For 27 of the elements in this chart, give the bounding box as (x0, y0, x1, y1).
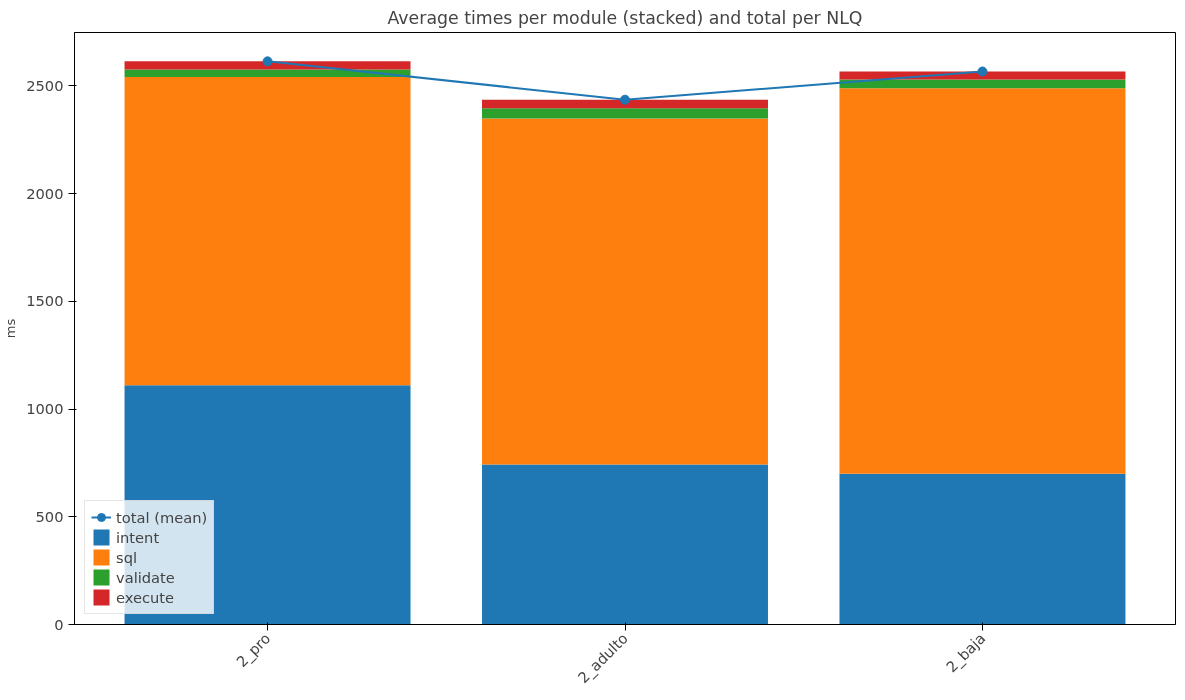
legend-label: validate (116, 568, 175, 586)
bar (482, 118, 768, 465)
legend-label: intent (116, 528, 160, 546)
chart-title: Average times per module (stacked) and total per NLQ (387, 7, 863, 28)
bar (482, 464, 768, 625)
y-axis-title: ms (3, 318, 19, 339)
y-tick-label: 1000 (26, 400, 64, 418)
bar (124, 61, 411, 70)
bar (482, 108, 768, 119)
legend-label: total (mean) (116, 508, 208, 526)
y-tick-label: 2000 (26, 184, 64, 202)
bar (124, 76, 411, 386)
bar (839, 79, 1126, 89)
bar (124, 69, 411, 77)
point (620, 94, 630, 105)
bar (839, 71, 1126, 80)
bar (482, 99, 768, 109)
bar (839, 473, 1126, 625)
legend-label: sql (116, 548, 138, 566)
legend-label: execute (116, 588, 175, 606)
bar (839, 88, 1126, 474)
point (262, 56, 273, 67)
y-tick-label: 500 (35, 507, 64, 525)
y-tick-label: 2500 (26, 76, 64, 94)
y-tick-label: 1500 (26, 292, 64, 310)
y-tick-label: 0 (54, 615, 64, 633)
point (977, 66, 988, 77)
